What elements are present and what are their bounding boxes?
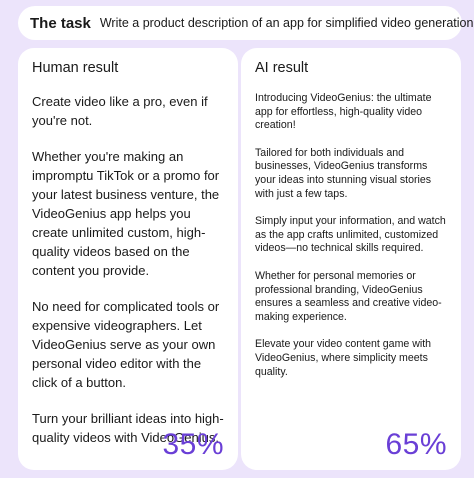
ai-percent: 65% bbox=[385, 428, 447, 461]
task-label: The task bbox=[30, 14, 91, 32]
human-result-title: Human result bbox=[32, 60, 119, 76]
ai-paragraph: Whether for personal memories or profess… bbox=[255, 269, 442, 323]
task-text: Write a product description of an app fo… bbox=[99, 16, 474, 30]
human-paragraph: Whether you're making an impromptu TikTo… bbox=[32, 149, 220, 278]
ai-result-title: AI result bbox=[255, 60, 309, 76]
ai-paragraph: Elevate your video content game with Vid… bbox=[255, 338, 432, 378]
ai-result-card: AI result Introducing VideoGenius: the u… bbox=[241, 48, 461, 470]
task-bar: The task Write a product description of … bbox=[18, 6, 474, 40]
human-paragraph: No need for complicated tools or expensi… bbox=[32, 299, 220, 390]
human-result-card: Human result Create video like a pro, ev… bbox=[18, 48, 238, 470]
human-paragraph: Turn your brilliant ideas into high-qual… bbox=[32, 411, 224, 445]
ai-paragraph: Simply input your information, and watch… bbox=[255, 215, 446, 255]
human-paragraph: Create video like a pro, even if you're … bbox=[32, 94, 208, 128]
human-percent: 35% bbox=[162, 428, 224, 461]
ai-paragraph: Introducing VideoGenius: the ultimate ap… bbox=[255, 92, 432, 132]
ai-paragraph: Tailored for both individuals and busine… bbox=[255, 146, 432, 200]
